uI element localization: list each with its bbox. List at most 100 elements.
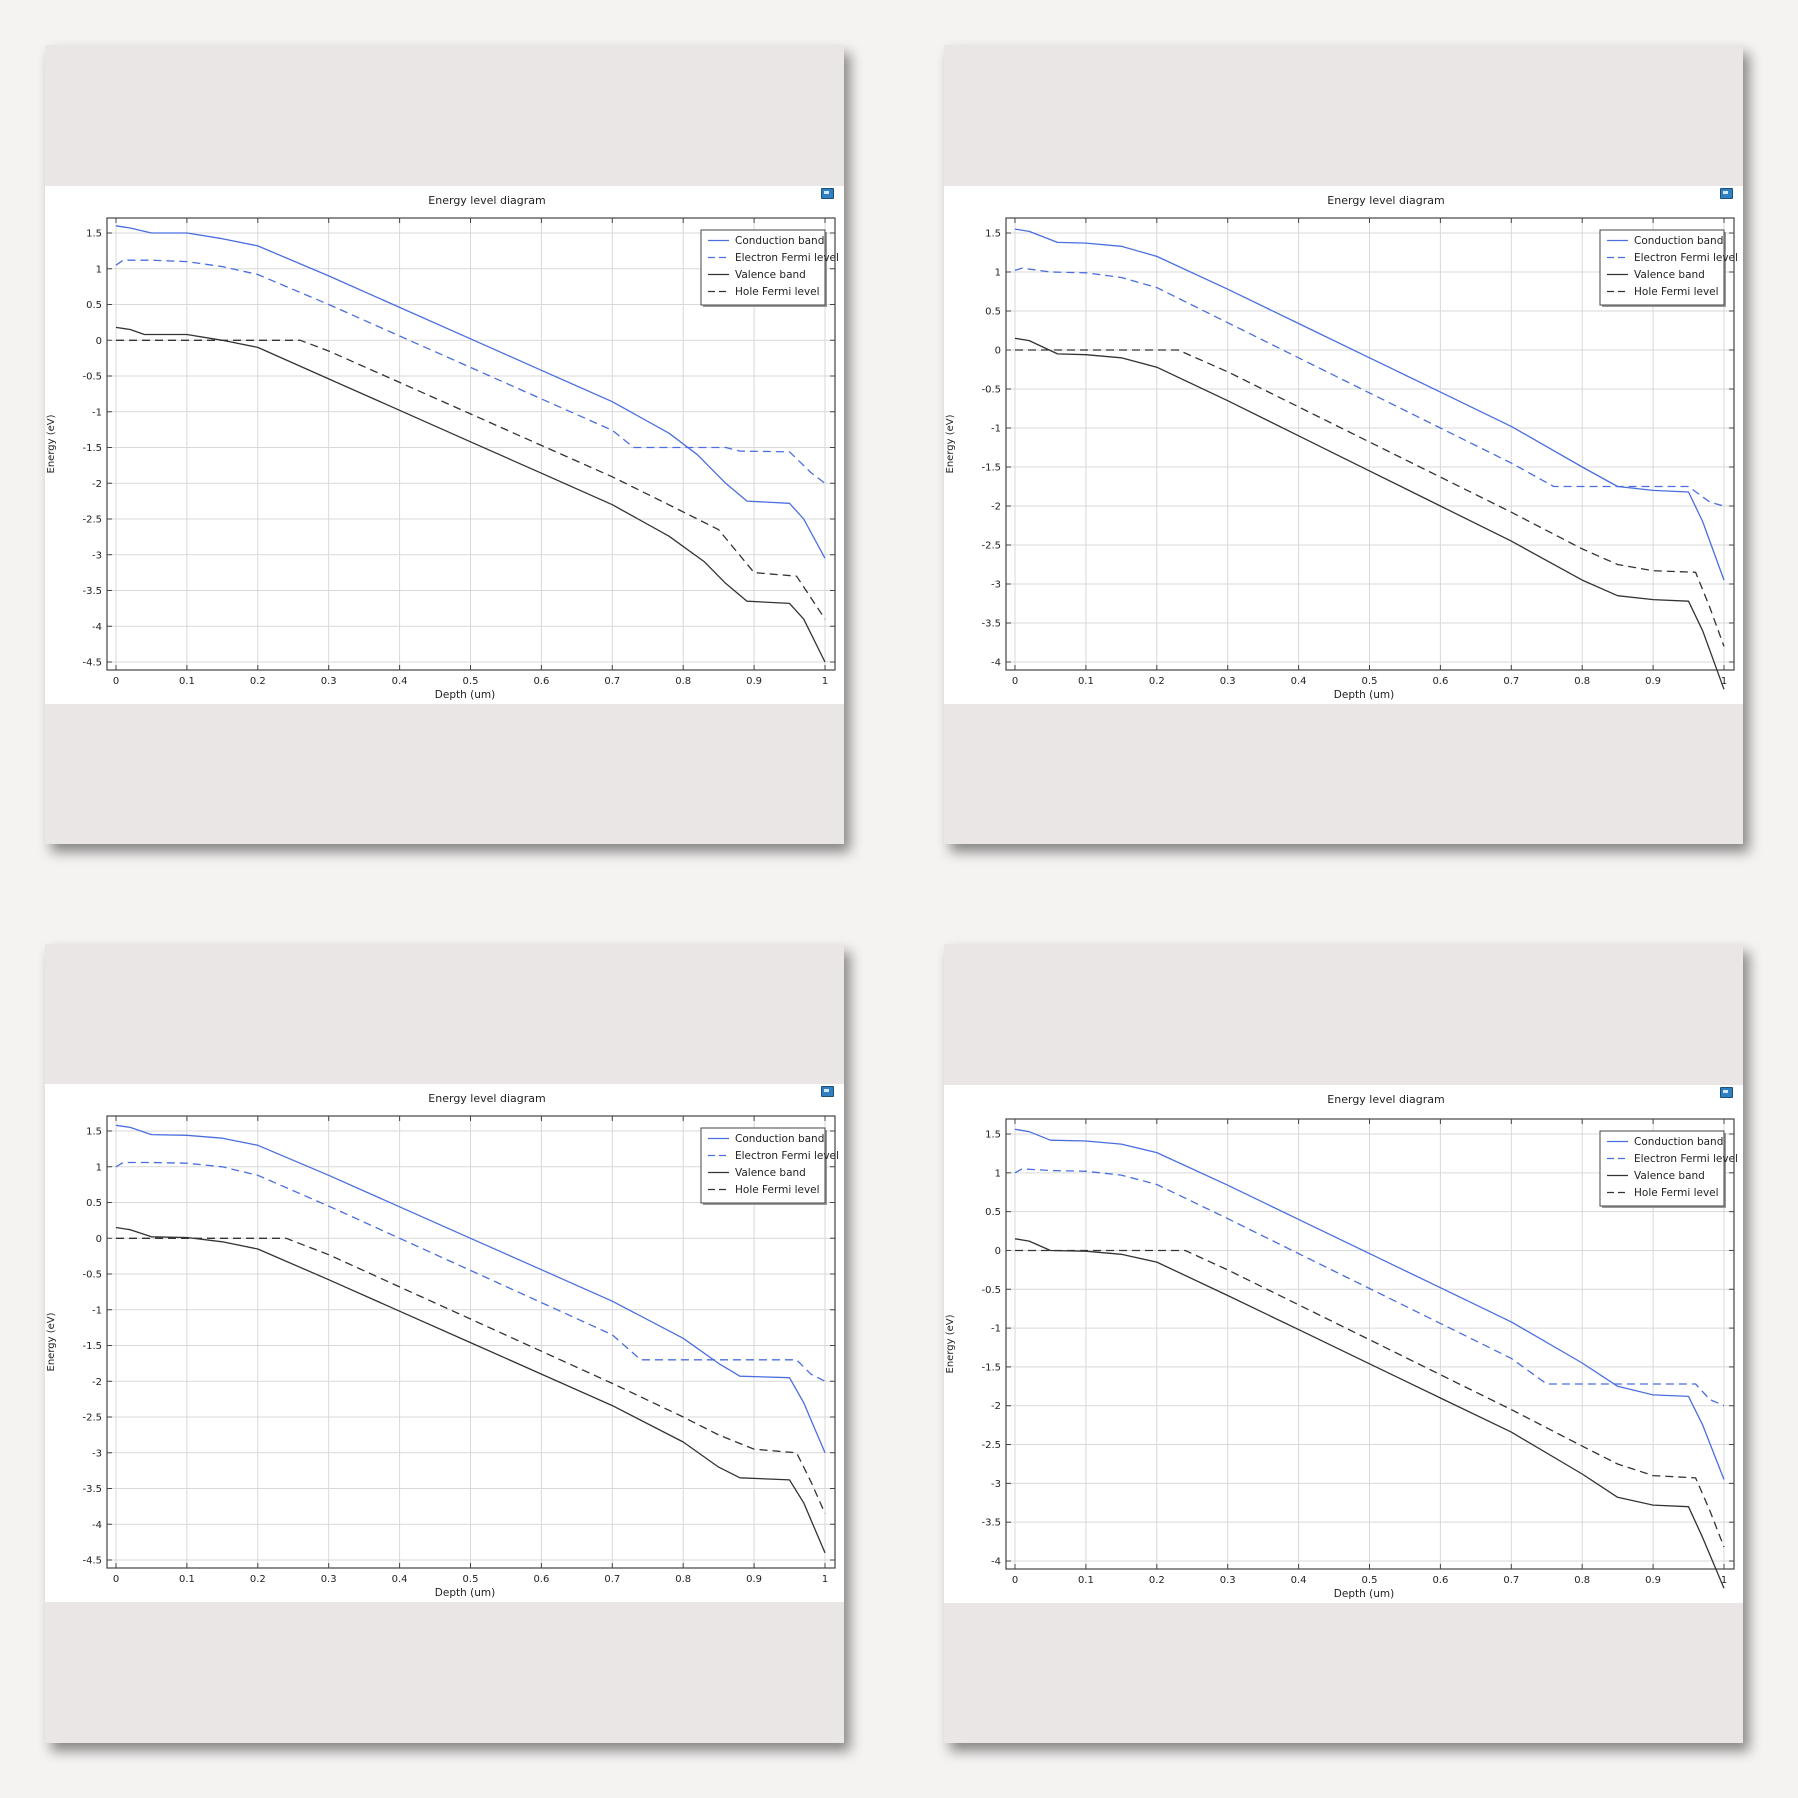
series-valence-band <box>115 326 826 663</box>
chart-title: Energy level diagram <box>428 194 545 207</box>
chart-title: Energy level diagram <box>1327 194 1444 207</box>
y-tick-label: -1 <box>92 407 102 418</box>
y-tick-label: 0 <box>995 346 1001 357</box>
x-axis-label: Depth (um) <box>435 1587 495 1599</box>
x-tick-label: 0.4 <box>392 1574 408 1585</box>
y-tick-label: -3.5 <box>981 619 1001 630</box>
y-tick-label: -3 <box>991 580 1001 591</box>
energy-chart-3: Energy level diagram 0 0.1 0.2 0.3 0.4 0.5 0.6 0… <box>46 1092 839 1599</box>
legend-label: Valence band <box>1634 1170 1705 1182</box>
x-tick-label: 0.5 <box>463 1574 479 1585</box>
y-tick-label: 1.5 <box>86 229 102 240</box>
energy-chart-2: Energy level diagram 0 0.1 0.2 0.3 0.4 0.5 0.6 0… <box>945 194 1738 701</box>
legend-label: Valence band <box>735 269 806 281</box>
y-tick-label: -2 <box>92 1377 102 1388</box>
series-hole-fermi-level <box>1015 349 1725 647</box>
x-tick-label: 0.8 <box>675 676 691 687</box>
y-tick-label: -3.5 <box>981 1518 1001 1529</box>
x-tick-label: 0 <box>1012 676 1018 687</box>
legend-label: Hole Fermi level <box>735 286 820 298</box>
x-tick-label: 0.1 <box>179 1574 195 1585</box>
legend-label: Conduction band <box>1634 235 1723 247</box>
x-tick-label: 0.7 <box>1503 676 1519 687</box>
series-hole-fermi-level <box>1015 1249 1725 1548</box>
x-tick-label: 0.9 <box>1645 676 1661 687</box>
legend-label: Electron Fermi level <box>735 252 839 264</box>
export-image-icon[interactable] <box>821 1086 834 1097</box>
y-tick-label: 0 <box>995 1246 1001 1257</box>
legend-box <box>700 229 826 306</box>
legend-label: Conduction band <box>735 1133 824 1145</box>
plot-panel: Energy level diagram 0 0.1 0.2 0.3 0.4 0.5 0.6 0… <box>944 1085 1743 1603</box>
x-tick-label: 0.8 <box>675 1574 691 1585</box>
y-axis-label: Energy (eV) <box>945 414 956 473</box>
x-tick-label: 0.2 <box>1149 1575 1165 1586</box>
y-tick-label: -1 <box>991 424 1001 435</box>
x-tick-label: 1 <box>1721 1575 1727 1586</box>
y-tick-label: -0.5 <box>981 385 1001 396</box>
x-axis-label: Depth (um) <box>1334 689 1394 701</box>
export-image-icon[interactable] <box>1720 1087 1733 1098</box>
y-tick-label: -4.5 <box>82 658 102 669</box>
x-tick-label: 0.5 <box>1362 1575 1378 1586</box>
x-tick-label: 0.6 <box>533 676 549 687</box>
y-tick-label: -2 <box>92 479 102 490</box>
y-tick-label: 0.5 <box>86 300 102 311</box>
x-tick-label: 0 <box>113 1574 119 1585</box>
y-tick-label: -2.5 <box>981 541 1001 552</box>
y-tick-label: -2 <box>991 502 1001 513</box>
y-tick-label: -1 <box>991 1324 1001 1335</box>
export-image-icon[interactable] <box>821 188 834 199</box>
y-tick-label: 0.5 <box>985 1207 1001 1218</box>
x-tick-label: 1 <box>822 1574 828 1585</box>
x-tick-label: 0.3 <box>321 676 337 687</box>
export-image-icon[interactable] <box>1720 188 1733 199</box>
x-tick-label: 0.7 <box>604 1574 620 1585</box>
legend: Conduction band Electron Fermi level Valen… <box>1599 1130 1738 1208</box>
legend-label: Conduction band <box>735 235 824 247</box>
x-tick-label: 0.7 <box>1503 1575 1519 1586</box>
x-tick-label: 0.3 <box>1220 676 1236 687</box>
y-tick-label: -2.5 <box>82 515 102 526</box>
x-tick-label: 0.4 <box>1291 676 1307 687</box>
series-conduction-band <box>1014 1128 1725 1480</box>
y-tick-label: -4.5 <box>82 1556 102 1567</box>
x-tick-label: 0.1 <box>1078 1575 1094 1586</box>
plot-card-bottom-right: Energy level diagram 0 0.1 0.2 0.3 0.4 0.5 0.6 0… <box>944 944 1743 1743</box>
x-tick-label: 1 <box>1721 676 1727 687</box>
x-tick-label: 0.1 <box>1078 676 1094 687</box>
x-tick-label: 0.9 <box>746 676 762 687</box>
y-tick-label: -2 <box>991 1401 1001 1412</box>
series-electron-fermi-level <box>1014 1168 1725 1407</box>
x-tick-label: 0.4 <box>392 676 408 687</box>
x-tick-label: 0.5 <box>463 676 479 687</box>
y-tick-label: -0.5 <box>82 372 102 383</box>
plot-panel: Energy level diagram 0 0.1 0.2 0.3 0.4 0.5 0.6 0… <box>45 1084 844 1602</box>
grid-lines <box>1006 1119 1734 1569</box>
x-tick-label: 0.2 <box>250 1574 266 1585</box>
x-tick-label: 0.8 <box>1574 1575 1590 1586</box>
legend-box <box>1599 229 1725 306</box>
y-tick-label: -3 <box>92 1448 102 1459</box>
energy-chart-4: Energy level diagram 0 0.1 0.2 0.3 0.4 0.5 0.6 0… <box>945 1093 1738 1600</box>
legend-label: Electron Fermi level <box>1634 1153 1738 1165</box>
x-tick-label: 0.1 <box>179 676 195 687</box>
y-tick-label: 1.5 <box>985 229 1001 240</box>
y-tick-label: -4 <box>92 1520 102 1531</box>
legend: Conduction band Electron Fermi level Valen… <box>700 229 839 307</box>
series-conduction-band <box>1014 228 1725 581</box>
series-electron-fermi-level <box>1014 267 1725 507</box>
series-electron-fermi-level <box>115 1161 826 1382</box>
y-tick-label: 1 <box>995 268 1001 279</box>
x-tick-label: 0.9 <box>1645 1575 1661 1586</box>
x-axis-label: Depth (um) <box>435 689 495 701</box>
x-tick-label: 0 <box>1012 1575 1018 1586</box>
y-tick-label: -1.5 <box>981 1362 1001 1373</box>
y-tick-label: 0 <box>96 1234 102 1245</box>
x-tick-label: 0.9 <box>746 1574 762 1585</box>
x-tick-label: 0.3 <box>321 1574 337 1585</box>
plot-panel: Energy level diagram 0 0.1 0.2 0.3 0.4 0.5 0.6 0… <box>944 186 1743 704</box>
y-tick-label: -3.5 <box>82 586 102 597</box>
y-tick-label: -0.5 <box>82 1270 102 1281</box>
legend-label: Valence band <box>735 1167 806 1179</box>
